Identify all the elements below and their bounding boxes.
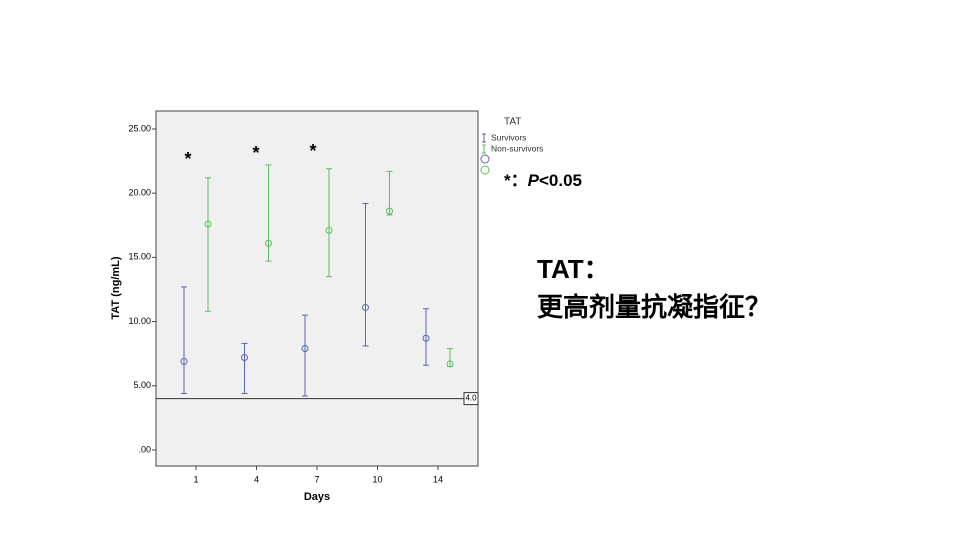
mean-marker <box>362 303 369 311</box>
legend-marker <box>480 154 490 164</box>
mean-marker <box>204 220 212 228</box>
y-tick-label: 10.00 <box>128 316 151 326</box>
note-symbol: P <box>528 171 540 190</box>
y-tick-label: 15.00 <box>128 252 151 262</box>
legend-title: TAT <box>504 117 521 128</box>
y-axis-title: TAT (ng/mL) <box>110 256 122 319</box>
reference-label-box <box>463 392 479 406</box>
slide-text: 更高剂量抗凝指征？ <box>537 292 771 323</box>
reference-label: 4.0 <box>465 394 477 403</box>
x-axis-title: Days <box>304 491 330 503</box>
significance-note: *：P<0.05 <box>504 171 582 190</box>
legend-marker <box>480 165 490 175</box>
significance-star: * <box>252 143 259 163</box>
mean-marker <box>180 357 188 365</box>
y-tick-label: 5.00 <box>133 380 151 390</box>
plot-area <box>155 110 479 467</box>
x-tick-label: 7 <box>314 474 319 484</box>
x-tick-label: 14 <box>433 474 443 484</box>
mean-marker <box>241 354 248 362</box>
mean-marker <box>301 345 309 353</box>
slide-heading: TAT： <box>537 254 610 284</box>
y-tick-label: 25.00 <box>128 123 151 133</box>
mean-marker <box>446 360 454 368</box>
note-marker: *： <box>504 171 528 190</box>
x-tick-label: 1 <box>193 474 198 484</box>
x-tick-label: 10 <box>372 474 382 484</box>
note-text: <0.05 <box>539 171 582 190</box>
legend-label: Non-survivors <box>491 143 543 153</box>
mean-marker <box>265 239 272 247</box>
mean-marker <box>325 226 333 234</box>
legend-label: Survivors <box>491 132 526 142</box>
x-tick-label: 4 <box>254 474 259 484</box>
significance-star: * <box>184 149 191 169</box>
mean-marker <box>422 334 430 342</box>
y-tick-label: .00 <box>138 444 151 454</box>
significance-star: * <box>309 141 316 161</box>
y-tick-label: 20.00 <box>128 188 151 198</box>
mean-marker <box>386 207 393 215</box>
